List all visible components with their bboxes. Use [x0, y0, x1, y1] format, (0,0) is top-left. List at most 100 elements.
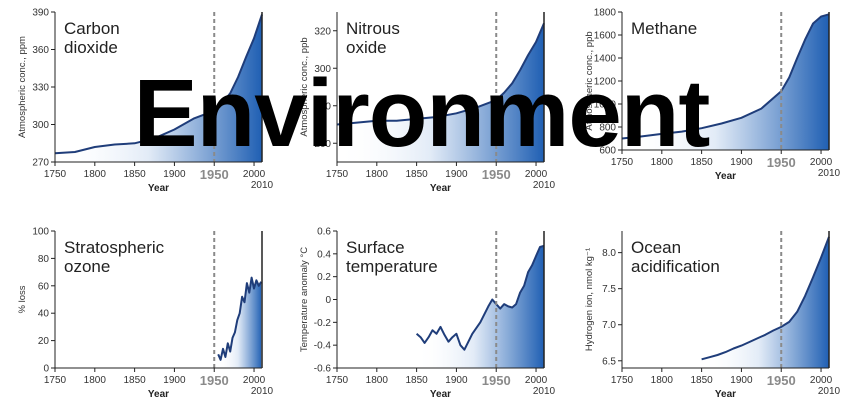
data-point [788, 321, 790, 323]
y-tick-label: 330 [32, 83, 49, 94]
data-point [436, 333, 438, 335]
data-point [796, 311, 798, 313]
panel-title-line: acidification [631, 257, 720, 276]
x-tick-label: 1850 [405, 169, 428, 180]
x-tick-label: 1800 [651, 157, 674, 168]
data-point [772, 330, 774, 332]
panel-title-line: Ocean [631, 238, 681, 257]
y-axis-title: Hydrogen ion, nmol kg⁻¹ [584, 248, 595, 351]
y-tick-label: 1400 [594, 54, 617, 65]
x-tick-label: 1850 [690, 375, 713, 386]
panel-title-line: dioxide [64, 38, 118, 57]
series-line [415, 244, 545, 351]
data-point [134, 142, 136, 144]
y-tick-label: 0 [43, 364, 49, 375]
y-tick-label: -0.2 [314, 318, 332, 329]
y-tick-label: 1000 [594, 100, 617, 111]
y-tick-label: 1200 [594, 77, 617, 88]
y-tick-label: 360 [32, 45, 49, 56]
data-point [535, 41, 537, 43]
data-point [701, 127, 703, 129]
data-point [661, 133, 663, 135]
y-tick-label: 320 [314, 26, 331, 37]
y-axis-title: Atmospheric conc., ppb [299, 37, 310, 136]
data-point [432, 329, 434, 331]
x-tick-label: 1750 [326, 169, 349, 180]
reference-year-label: 1950 [767, 155, 796, 170]
data-point [788, 77, 790, 79]
data-point [416, 333, 418, 335]
x-end-label: 2010 [818, 168, 841, 179]
data-point [232, 337, 234, 339]
data-point [221, 102, 223, 104]
data-point [245, 56, 247, 58]
x-axis-title: Year [715, 171, 736, 182]
data-point [507, 305, 509, 307]
y-tick-label: 80 [38, 254, 50, 265]
data-point [253, 288, 255, 290]
series-area [218, 277, 262, 368]
data-point [396, 120, 398, 122]
x-end-label: 2010 [818, 386, 841, 397]
x-tick-label: 1750 [44, 375, 67, 386]
y-tick-label: 0.4 [317, 249, 331, 260]
data-point [416, 118, 418, 120]
data-point [523, 285, 525, 287]
data-point [451, 336, 453, 338]
data-point [94, 146, 96, 148]
reference-year-label: 1950 [482, 373, 511, 388]
x-tick-label: 1900 [730, 375, 753, 386]
y-tick-label: 100 [32, 227, 49, 238]
y-tick-label: 300 [314, 64, 331, 75]
panel-title-line: temperature [346, 257, 438, 276]
data-point [448, 341, 450, 343]
data-point [503, 92, 505, 94]
panel-title-line: Nitrous [346, 19, 400, 38]
x-axis-title: Year [430, 389, 451, 400]
data-point [539, 246, 541, 248]
x-end-label: 2010 [533, 386, 556, 397]
data-point [471, 333, 473, 335]
x-axis-title: Year [148, 389, 169, 400]
y-tick-label: 8.0 [602, 248, 616, 259]
series-area [416, 245, 544, 368]
data-point [463, 349, 465, 351]
data-point [756, 337, 758, 339]
data-point [255, 279, 257, 281]
data-point [173, 129, 175, 131]
data-point [740, 345, 742, 347]
data-point [227, 342, 229, 344]
x-tick-label: 1850 [123, 375, 146, 386]
chart-panel-4: 0 20 40 60 80 100 1750 1800 1850 1900 1950 20002010… [17, 227, 274, 401]
data-point [740, 117, 742, 119]
data-point [114, 144, 116, 146]
reference-year-label: 1950 [200, 167, 229, 182]
data-point [733, 348, 735, 350]
y-tick-label: 1600 [594, 31, 617, 42]
data-point [641, 135, 643, 137]
data-point [420, 336, 422, 338]
data-point [251, 277, 253, 279]
x-tick-label: 1750 [611, 157, 634, 168]
x-tick-label: 1750 [611, 375, 634, 386]
x-tick-label: 1850 [405, 375, 428, 386]
data-point [436, 116, 438, 118]
data-point [717, 354, 719, 356]
panel-title-line: Methane [631, 19, 697, 38]
data-point [455, 112, 457, 114]
data-point [253, 37, 255, 39]
x-tick-label: 1850 [123, 169, 146, 180]
series-area [701, 236, 829, 368]
x-tick-label: 1800 [651, 375, 674, 386]
y-axis-title: Atmospheric conc., ppm [17, 36, 28, 138]
data-point [804, 295, 806, 297]
y-tick-label: 7.0 [602, 320, 616, 331]
data-point [515, 303, 517, 305]
panel-title-line: Stratospheric [64, 238, 165, 257]
data-point [780, 326, 782, 328]
panel-title-line: oxide [346, 38, 387, 57]
data-point [217, 353, 219, 355]
chart-panel-6: 6.5 7.0 7.5 8.0 1750 1800 1850 1900 1950 20002010… [584, 231, 841, 400]
data-point [154, 137, 156, 139]
data-point [764, 334, 766, 336]
